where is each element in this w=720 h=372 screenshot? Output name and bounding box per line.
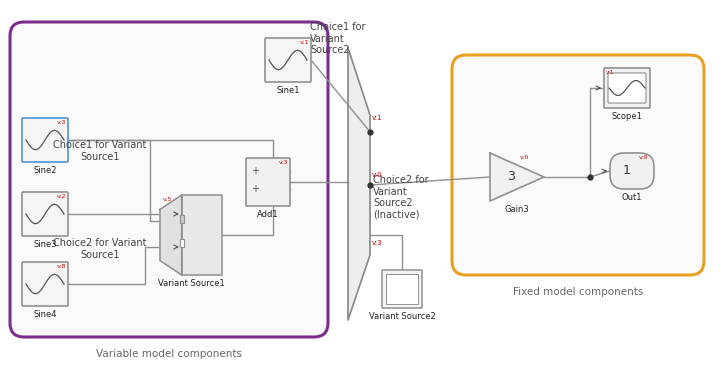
FancyBboxPatch shape: [610, 153, 654, 189]
Text: v:3: v:3: [56, 120, 66, 125]
FancyBboxPatch shape: [22, 262, 68, 306]
Text: v:0: v:0: [372, 172, 382, 178]
Polygon shape: [160, 195, 181, 275]
Text: +: +: [251, 184, 259, 194]
Text: Choice2 for
Variant
Source2
(Inactive): Choice2 for Variant Source2 (Inactive): [373, 175, 428, 220]
Text: Fixed model components: Fixed model components: [513, 287, 643, 297]
Text: v:3: v:3: [372, 240, 382, 246]
Text: v:0: v:0: [639, 155, 648, 160]
FancyBboxPatch shape: [452, 55, 704, 275]
Polygon shape: [490, 153, 544, 201]
Text: v:2: v:2: [56, 194, 66, 199]
Text: Variable model components: Variable model components: [96, 349, 242, 359]
Text: 1: 1: [623, 164, 631, 177]
Text: +: +: [251, 166, 259, 176]
Text: Out1: Out1: [622, 193, 642, 202]
Text: 3: 3: [507, 170, 515, 183]
Text: v:1: v:1: [372, 115, 382, 121]
Text: Choice2 for Variant
Source1: Choice2 for Variant Source1: [53, 238, 147, 260]
Text: Sine1: Sine1: [276, 86, 300, 95]
FancyBboxPatch shape: [181, 195, 222, 275]
Text: v:8: v:8: [57, 264, 66, 269]
Text: Sine4: Sine4: [33, 310, 57, 319]
Text: v:1: v:1: [300, 40, 309, 45]
FancyBboxPatch shape: [382, 270, 422, 308]
FancyBboxPatch shape: [10, 22, 328, 337]
Text: Gain3: Gain3: [505, 205, 529, 214]
Text: v:5: v:5: [163, 197, 172, 202]
FancyBboxPatch shape: [246, 158, 290, 206]
Text: Scope1: Scope1: [611, 112, 642, 121]
FancyBboxPatch shape: [181, 215, 184, 223]
Text: Choice1 for Variant
Source1: Choice1 for Variant Source1: [53, 140, 147, 161]
Polygon shape: [348, 48, 370, 320]
FancyBboxPatch shape: [265, 38, 311, 82]
FancyBboxPatch shape: [181, 239, 184, 247]
Text: Sine2: Sine2: [33, 166, 57, 175]
Text: Variant Source2: Variant Source2: [369, 312, 436, 321]
Text: v:1: v:1: [606, 70, 614, 75]
Text: Add1: Add1: [257, 210, 279, 219]
Text: Variant Source1: Variant Source1: [158, 279, 225, 288]
Text: v:0: v:0: [520, 155, 529, 160]
FancyBboxPatch shape: [386, 274, 418, 304]
Text: v:3: v:3: [279, 160, 288, 165]
Text: Choice1 for
Variant
Source2: Choice1 for Variant Source2: [310, 22, 366, 55]
FancyBboxPatch shape: [22, 118, 68, 162]
Text: Sine3: Sine3: [33, 240, 57, 249]
FancyBboxPatch shape: [22, 192, 68, 236]
FancyBboxPatch shape: [604, 68, 650, 108]
FancyBboxPatch shape: [608, 73, 646, 103]
